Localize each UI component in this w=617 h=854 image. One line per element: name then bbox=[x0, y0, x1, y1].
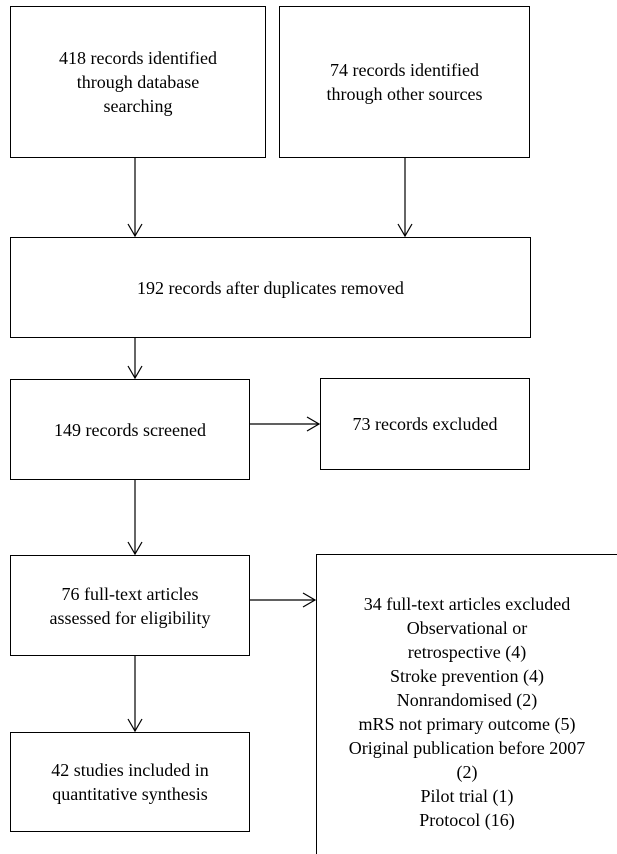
arrow-screened-to-fulltext bbox=[127, 480, 143, 556]
records-excluded-text: 73 records excluded bbox=[353, 412, 498, 436]
text-line: through database bbox=[76, 72, 200, 92]
fulltext-assessed-text: 76 full-text articles assessed for eligi… bbox=[50, 582, 211, 630]
duplicates-removed-box: 192 records after duplicates removed bbox=[10, 237, 531, 338]
arrow-fulltext-to-included bbox=[127, 656, 143, 733]
text-line: 192 records after duplicates removed bbox=[137, 277, 404, 298]
records-excluded-box: 73 records excluded bbox=[320, 378, 530, 470]
excluded-reason: (2) bbox=[456, 762, 478, 782]
excluded-reason: Nonrandomised (2) bbox=[396, 690, 538, 710]
text-line: 418 records identified bbox=[59, 48, 217, 68]
duplicates-removed-text: 192 records after duplicates removed bbox=[137, 276, 404, 300]
studies-included-text: 42 studies included in quantitative synt… bbox=[51, 758, 208, 806]
text-line: 149 records screened bbox=[54, 419, 206, 440]
text-line: 76 full-text articles bbox=[61, 583, 199, 604]
fulltext-assessed-box: 76 full-text articles assessed for eligi… bbox=[10, 555, 250, 656]
arrow-screened-to-excluded bbox=[250, 416, 321, 432]
records-screened-box: 149 records screened bbox=[10, 379, 250, 480]
excluded-reason: Stroke prevention (4) bbox=[390, 666, 544, 686]
records-screened-text: 149 records screened bbox=[54, 418, 206, 442]
arrow-other-to-duplicates bbox=[397, 158, 413, 238]
arrow-fulltext-to-excluded bbox=[250, 592, 317, 608]
records-other-sources-box: 74 records identified through other sour… bbox=[279, 6, 530, 158]
excluded-reason: Original publication before 2007 bbox=[348, 738, 586, 758]
text-line: 42 studies included in bbox=[51, 760, 209, 780]
arrow-duplicates-to-screened bbox=[127, 338, 143, 380]
text-line: assessed for eligibility bbox=[49, 607, 211, 628]
text-line: searching bbox=[103, 96, 173, 116]
records-database-box: 418 records identified through database … bbox=[10, 6, 266, 158]
fulltext-excluded-box: 34 full-text articles excluded Observati… bbox=[316, 554, 617, 854]
text-line: quantitative synthesis bbox=[52, 784, 208, 804]
records-database-text: 418 records identified through database … bbox=[59, 46, 217, 118]
text-line: 73 records excluded bbox=[352, 414, 498, 434]
excluded-reason: Observational or bbox=[406, 618, 528, 638]
text-line: 74 records identified bbox=[330, 60, 479, 80]
excluded-reason: retrospective (4) bbox=[407, 642, 527, 662]
excluded-reason: Protocol (16) bbox=[419, 810, 515, 830]
text-line: through other sources bbox=[326, 84, 483, 104]
excluded-heading: 34 full-text articles excluded bbox=[363, 594, 571, 614]
excluded-reason: Pilot trial (1) bbox=[420, 786, 514, 806]
studies-included-box: 42 studies included in quantitative synt… bbox=[10, 732, 250, 832]
arrow-database-to-duplicates bbox=[127, 158, 143, 238]
records-other-sources-text: 74 records identified through other sour… bbox=[327, 58, 483, 106]
fulltext-excluded-text: 34 full-text articles excluded Observati… bbox=[349, 592, 585, 832]
excluded-reason: mRS not primary outcome (5) bbox=[358, 714, 576, 734]
